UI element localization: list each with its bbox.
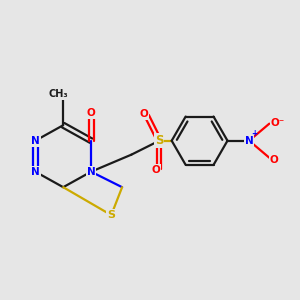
Text: N: N (245, 136, 254, 146)
Text: N: N (31, 167, 40, 177)
Text: CH₃: CH₃ (49, 89, 68, 99)
Text: O: O (87, 108, 95, 118)
Text: O: O (140, 110, 148, 119)
Text: O⁻: O⁻ (271, 118, 285, 128)
Text: +: + (252, 129, 258, 138)
Text: N: N (31, 136, 40, 146)
Text: N: N (87, 167, 95, 177)
Text: O: O (152, 165, 161, 175)
Text: S: S (155, 134, 164, 147)
Text: S: S (107, 210, 115, 220)
Text: O: O (270, 155, 278, 165)
